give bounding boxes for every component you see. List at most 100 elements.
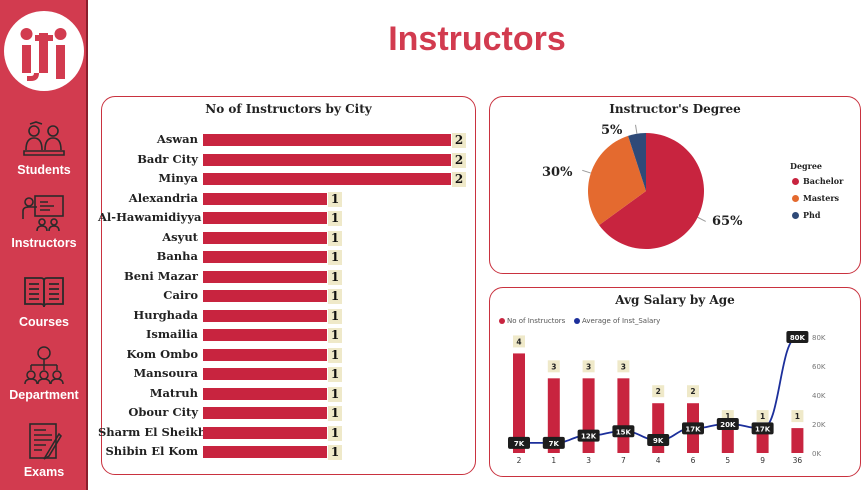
city-bar[interactable] xyxy=(203,153,451,166)
legend-item-masters[interactable]: Masters xyxy=(792,193,839,203)
bar-value-label: 1 xyxy=(760,412,765,421)
bar-value-box xyxy=(513,335,525,348)
city-bar[interactable] xyxy=(203,192,327,205)
exams-icon xyxy=(29,423,63,460)
sidebar-item-label: Courses xyxy=(18,315,70,329)
salary-by-age-chart: Avg Salary by Age No of Instructors Aver… xyxy=(489,287,861,477)
city-label: Al-Hawamidiyya xyxy=(98,210,202,224)
city-bar[interactable] xyxy=(203,212,327,224)
city-bar[interactable] xyxy=(203,290,327,302)
city-bar[interactable] xyxy=(203,387,327,400)
pie-percent-label: 5% xyxy=(601,123,623,138)
city-bar[interactable] xyxy=(203,407,327,419)
city-value-label: 1 xyxy=(328,191,342,207)
department-icon xyxy=(24,346,64,385)
pie-percent-label: 65% xyxy=(712,214,743,229)
sidebar: Students Instructors Courses xyxy=(0,0,88,490)
y2-tick-label: 0K xyxy=(812,450,821,458)
legend-label: Phd xyxy=(803,210,821,220)
line-value-box xyxy=(612,425,635,438)
city-label: Aswan xyxy=(156,132,198,146)
city-value-label: 1 xyxy=(328,328,342,343)
line-value-label: 12K xyxy=(581,433,597,441)
pie-leader-line xyxy=(582,169,591,174)
city-bar[interactable] xyxy=(203,309,327,322)
city-value-label: 2 xyxy=(452,152,466,168)
legend-dot xyxy=(792,178,799,185)
city-bar[interactable] xyxy=(203,446,327,458)
city-label: Mansoura xyxy=(133,366,198,380)
legend-item-phd[interactable]: Phd xyxy=(792,210,820,220)
city-bar[interactable] xyxy=(203,134,451,146)
city-value-label: 1 xyxy=(328,269,342,285)
city-value-label: 1 xyxy=(328,250,342,265)
instructors-icon xyxy=(22,195,64,232)
line-value-label: 17K xyxy=(685,425,701,433)
line-value-label: 7K xyxy=(514,440,525,448)
city-bar[interactable] xyxy=(203,348,327,361)
city-label: Hurghada xyxy=(133,307,198,322)
age-bar[interactable] xyxy=(582,378,595,453)
age-bar[interactable] xyxy=(617,378,630,453)
pie-slice-masters[interactable] xyxy=(588,135,646,226)
iti-logo-icon[interactable] xyxy=(4,11,84,91)
sidebar-item-courses[interactable]: Courses xyxy=(0,272,88,329)
city-label: Ismailia xyxy=(145,327,198,341)
city-value-label: 1 xyxy=(328,211,342,226)
legend-label: No of Instructors xyxy=(507,317,566,325)
pie-slice-bachelor[interactable] xyxy=(599,133,704,249)
line-value-box xyxy=(542,436,565,449)
y2-tick-label: 20K xyxy=(812,421,826,429)
city-label: Matruh xyxy=(149,385,198,400)
city-value-label: 1 xyxy=(328,289,342,304)
city-bar[interactable] xyxy=(203,231,327,244)
line-value-box xyxy=(682,422,704,435)
city-label: Minya xyxy=(158,171,198,185)
legend-dot xyxy=(792,195,799,202)
pie-slice-phd[interactable] xyxy=(628,133,646,191)
bar-value-label: 3 xyxy=(586,362,591,371)
bar-value-box xyxy=(652,385,665,398)
y2-tick-label: 80K xyxy=(812,334,826,342)
x-tick-label: 2 xyxy=(517,456,522,465)
line-value-label: 15K xyxy=(616,428,632,436)
legend-title: Degree xyxy=(790,161,823,171)
city-value-label: 2 xyxy=(452,133,466,148)
city-label: Alexandria xyxy=(128,190,198,205)
age-bar[interactable] xyxy=(547,378,560,453)
age-bar[interactable] xyxy=(791,428,804,453)
bar-value-box xyxy=(582,360,595,373)
city-label: Kom Ombo xyxy=(126,346,198,361)
bar-value-box xyxy=(687,385,699,398)
age-bar[interactable] xyxy=(721,428,734,453)
legend-item-bachelor[interactable]: Bachelor xyxy=(792,176,843,186)
city-bar[interactable] xyxy=(203,426,327,439)
legend-label: Average of Inst_Salary xyxy=(582,317,661,325)
legend-dot xyxy=(499,318,505,324)
legend-dot xyxy=(574,318,580,324)
x-tick-label: 9 xyxy=(760,456,765,465)
city-bar[interactable] xyxy=(203,173,451,185)
sidebar-item-label: Students xyxy=(17,163,71,177)
y2-tick-label: 40K xyxy=(812,392,826,400)
sidebar-item-instructors[interactable]: Instructors xyxy=(0,193,88,250)
degree-pie-chart: Instructor's Degree 65% 30% 5% Degree Bach… xyxy=(489,96,861,274)
sidebar-item-department[interactable]: Department xyxy=(0,345,88,402)
city-bar[interactable] xyxy=(203,368,327,380)
bar-value-label: 3 xyxy=(551,362,556,371)
x-tick-label: 3 xyxy=(586,456,591,465)
legend-item-instructors[interactable]: No of Instructors xyxy=(499,317,565,325)
city-value-label: 1 xyxy=(328,230,342,246)
legend-item-salary[interactable]: Average of Inst_Salary xyxy=(574,317,660,325)
city-bar[interactable] xyxy=(203,270,327,283)
city-bar[interactable] xyxy=(203,251,327,263)
line-value-label: 9K xyxy=(653,437,664,445)
city-label: Badr City xyxy=(137,151,198,166)
sidebar-item-exams[interactable]: Exams xyxy=(0,422,88,479)
bar-value-box xyxy=(756,410,769,423)
sidebar-item-students[interactable]: Students xyxy=(0,120,88,177)
age-bar[interactable] xyxy=(513,353,525,453)
city-value-label: 1 xyxy=(328,367,342,382)
page-title: Instructors xyxy=(388,20,566,58)
city-bar[interactable] xyxy=(203,329,327,341)
